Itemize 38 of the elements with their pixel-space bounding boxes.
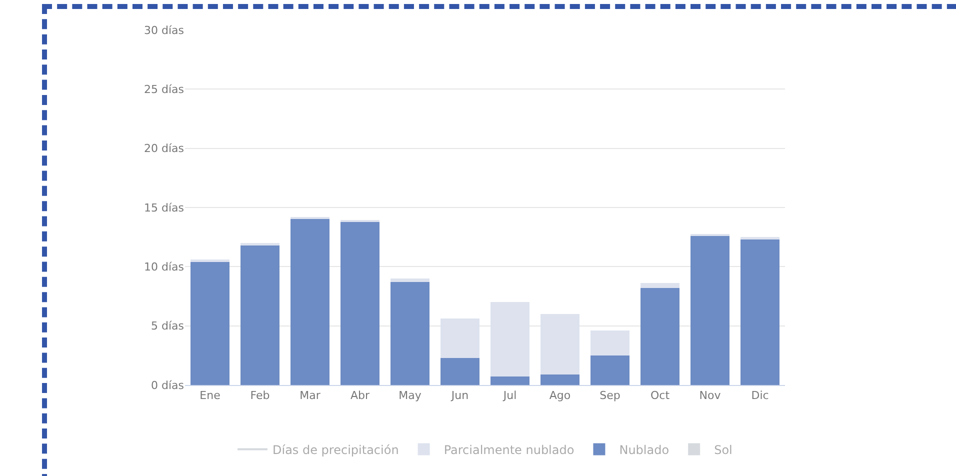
y-tick-label: 30 días xyxy=(144,24,184,37)
x-tick-label: Ago xyxy=(549,389,571,402)
bar xyxy=(690,236,730,385)
bar xyxy=(740,239,780,385)
legend-label: Sol xyxy=(714,442,732,457)
bar xyxy=(640,283,680,288)
bar xyxy=(390,278,430,282)
x-tick-label: Jun xyxy=(450,389,469,402)
x-tick-label: Mar xyxy=(300,389,321,402)
bar xyxy=(640,288,680,385)
x-tick-label: Nov xyxy=(699,389,722,402)
x-tick-label: Ene xyxy=(200,389,221,402)
legend-label: Días de precipitación xyxy=(272,442,399,457)
bar xyxy=(390,282,430,385)
y-tick-label: 25 días xyxy=(144,83,184,96)
bar xyxy=(440,358,480,385)
x-tick-label: Oct xyxy=(650,389,670,402)
bar xyxy=(290,218,330,385)
y-tick-label: 20 días xyxy=(144,142,184,156)
y-tick-label: 15 días xyxy=(144,201,184,214)
legend-label: Nublado xyxy=(619,442,670,457)
bar xyxy=(590,330,630,356)
x-tick-label: Feb xyxy=(250,389,270,402)
x-tick-label: Abr xyxy=(350,389,370,402)
legend-label: Parcialmente nublado xyxy=(444,442,574,457)
bar xyxy=(590,355,630,385)
x-tick-label: Sep xyxy=(600,389,620,402)
x-tick-label: Dic xyxy=(751,389,769,402)
bar xyxy=(540,374,580,385)
x-tick-label: Jul xyxy=(502,389,517,402)
bar xyxy=(490,376,530,385)
bar xyxy=(340,222,380,385)
bar xyxy=(190,262,230,385)
bar xyxy=(240,245,280,385)
y-tick-label: 10 días xyxy=(144,260,184,274)
x-tick-label: May xyxy=(398,389,422,402)
y-tick-label: 5 días xyxy=(150,320,184,333)
y-tick-label: 0 días xyxy=(150,378,184,392)
